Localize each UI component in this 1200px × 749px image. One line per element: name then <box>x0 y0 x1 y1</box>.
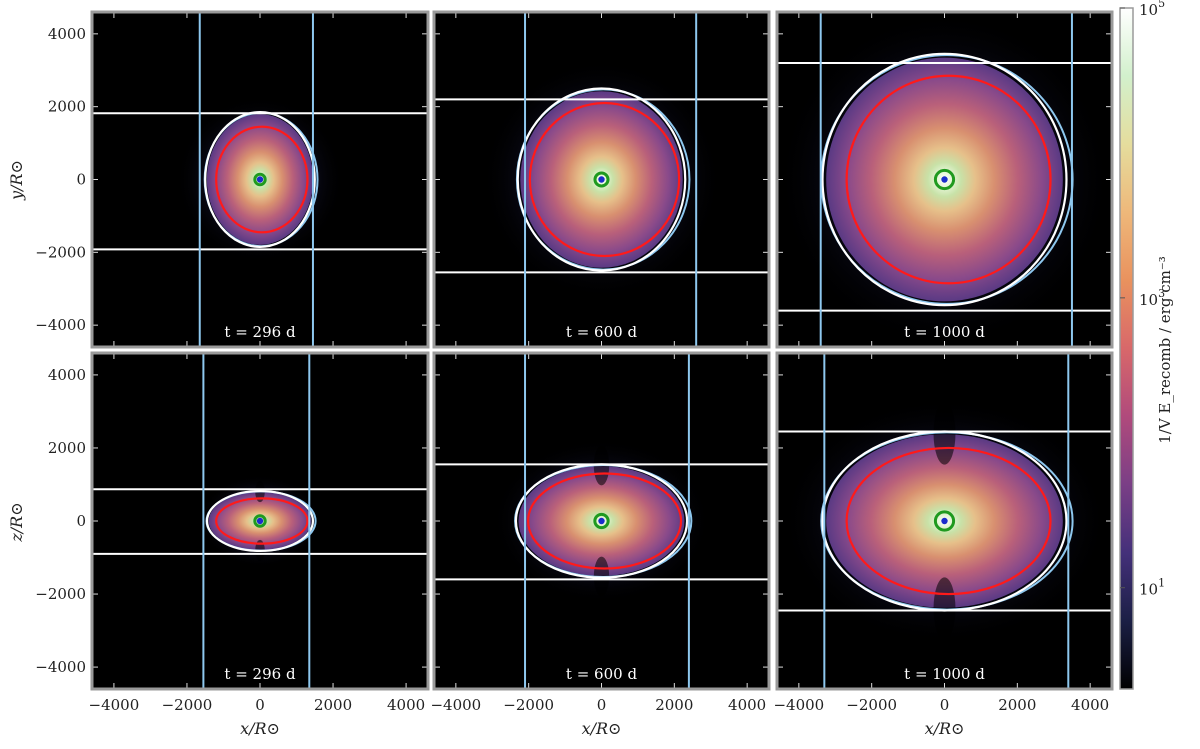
white-contour <box>205 489 315 553</box>
red-contour <box>526 472 683 570</box>
white-contour <box>204 111 316 248</box>
panel-frame <box>775 351 1114 691</box>
colorbar-tick-label: 101 <box>1139 577 1165 599</box>
time-label: t = 600 d <box>566 665 638 683</box>
core-green-contour <box>933 168 956 191</box>
panel-xy_296: t = 296 d <box>90 10 430 349</box>
panels-group: t = 296 d t = 600 d t = 1000 d t = 296 d t =… <box>90 10 1114 691</box>
x-tick-label: 4000 <box>387 696 425 714</box>
panel-xy_600: t = 600 d <box>432 10 771 349</box>
ylabel-bottom: z/R⊙ <box>7 502 26 542</box>
red-contour <box>845 446 1052 596</box>
panel-frame <box>90 10 430 349</box>
white-contour <box>821 52 1068 307</box>
x-tick-label: 0 <box>255 696 265 714</box>
x-tick-label: 4000 <box>728 696 766 714</box>
y-tick-label: −2000 <box>35 243 86 261</box>
x-tick-label: 4000 <box>1071 696 1109 714</box>
x-tick-label: −2000 <box>162 696 213 714</box>
x-tick-label: 2000 <box>998 696 1036 714</box>
x-tick-label: −4000 <box>430 696 481 714</box>
x-tick-label: 2000 <box>314 696 352 714</box>
red-contour <box>845 74 1052 285</box>
core-green-contour <box>933 510 956 532</box>
x-tick-label: 2000 <box>655 696 693 714</box>
y-tick-label: 2000 <box>48 439 86 457</box>
colorbar-label: 1/V E_recomb / erg cm⁻³ <box>1156 256 1174 444</box>
time-label: t = 296 d <box>224 323 296 341</box>
x-tick-label: −4000 <box>89 696 140 714</box>
y-tick-label: 4000 <box>48 366 86 384</box>
ylabel-top: y/R⊙ <box>7 160 26 201</box>
x-tick-label: 0 <box>597 696 607 714</box>
red-contour <box>215 497 309 545</box>
y-tick-label: 4000 <box>48 25 86 43</box>
core-green-contour <box>253 172 267 187</box>
panel-frame <box>432 10 771 349</box>
panel-frame <box>90 351 430 691</box>
red-contour <box>215 125 309 234</box>
panel-xz_600: t = 600 d <box>432 351 771 691</box>
core-point <box>598 176 605 183</box>
y-tick-label: −4000 <box>35 658 86 676</box>
xlabel: x/R⊙ <box>582 719 622 738</box>
core-point <box>256 176 264 183</box>
time-label: t = 1000 d <box>904 665 985 683</box>
core-point <box>598 517 605 525</box>
panel-xz_1000: t = 1000 d <box>775 351 1114 691</box>
panel-frame <box>775 10 1114 349</box>
time-label: t = 296 d <box>224 665 296 683</box>
panel-frame <box>432 351 771 691</box>
white-contour <box>516 87 687 272</box>
core-green-contour <box>593 512 610 530</box>
y-tick-label: 0 <box>76 512 86 530</box>
core-point <box>941 176 948 183</box>
core-point <box>256 517 264 525</box>
colorbar-tick-label: 105 <box>1139 0 1165 19</box>
axes-group: −4000 −2000 0 2000 4000 −4000 −2000 0 2000 4000 −4… <box>35 25 1109 738</box>
core-green-contour <box>593 171 610 188</box>
y-tick-label: 0 <box>76 171 86 189</box>
panel-xz_296: t = 296 d <box>90 351 430 691</box>
core-green-contour <box>253 514 267 528</box>
y-tick-label: 2000 <box>48 98 86 116</box>
x-tick-label: −2000 <box>846 696 897 714</box>
colorbar-scale <box>1119 7 1134 690</box>
x-tick-label: −2000 <box>503 696 554 714</box>
x-tick-label: 0 <box>940 696 950 714</box>
x-tick-label: −4000 <box>773 696 824 714</box>
panel-xy_1000: t = 1000 d <box>775 10 1114 349</box>
core-point <box>941 517 948 525</box>
xlabel: x/R⊙ <box>925 719 965 738</box>
time-label: t = 600 d <box>566 323 638 341</box>
y-tick-label: −2000 <box>35 585 86 603</box>
y-tick-label: −4000 <box>35 316 86 334</box>
xlabel: x/R⊙ <box>240 719 280 738</box>
time-label: t = 1000 d <box>904 323 985 341</box>
red-contour <box>528 101 681 258</box>
